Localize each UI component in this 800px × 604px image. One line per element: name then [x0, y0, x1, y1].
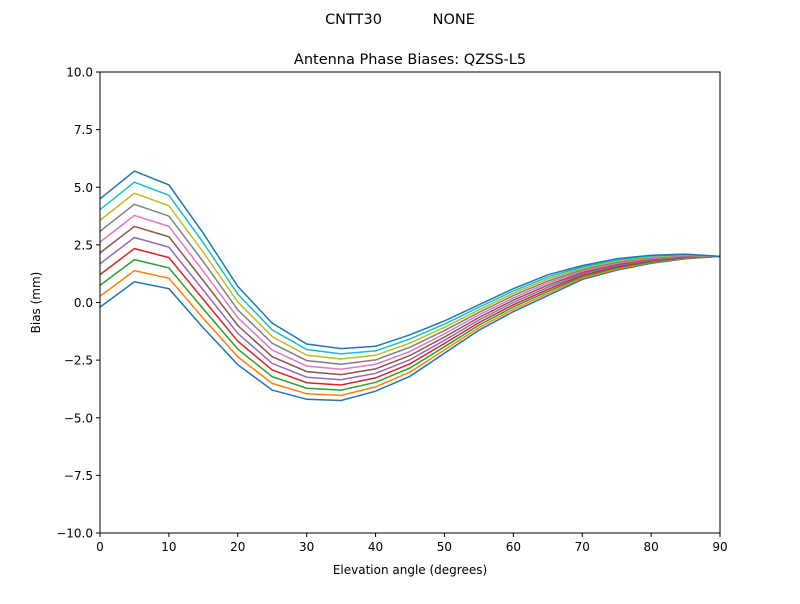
y-tick-label: −7.5 — [64, 469, 93, 483]
y-tick-label: 10.0 — [66, 66, 93, 80]
x-tick-label: 90 — [712, 540, 727, 554]
y-tick-label: −2.5 — [64, 354, 93, 368]
series-line-6 — [99, 214, 721, 371]
series-line-0 — [99, 255, 721, 402]
series-line-2 — [99, 255, 721, 391]
y-tick-label: 0.0 — [74, 296, 93, 310]
x-tick-label: 10 — [161, 540, 176, 554]
y-axis-label: Bias (mm) — [29, 272, 43, 334]
chart-title: Antenna Phase Biases: QZSS-L5 — [294, 52, 526, 68]
series-line-5 — [99, 225, 720, 376]
y-tick-label: −5.0 — [64, 411, 93, 425]
y-tick-label: −10.0 — [56, 527, 93, 541]
x-axis: 0 10 20 30 40 50 60 70 80 90 — [96, 533, 728, 554]
x-tick-label: 80 — [643, 540, 658, 554]
y-tick-label: 5.0 — [74, 181, 93, 195]
x-tick-label: 60 — [506, 540, 521, 554]
series-line-1 — [99, 255, 721, 397]
series-line-4 — [99, 236, 721, 381]
y-tick-label: 7.5 — [74, 123, 93, 137]
y-axis: −10.0 −7.5 −5.0 −2.5 0.0 2.5 5.0 7.5 10.0 — [56, 66, 100, 541]
x-tick-label: 70 — [575, 540, 590, 554]
y-tick-label: 2.5 — [74, 238, 93, 252]
series-line-3 — [99, 247, 721, 386]
series-line-7 — [99, 203, 721, 366]
series-line-10 — [99, 170, 721, 350]
series-lines — [99, 170, 721, 402]
x-tick-label: 20 — [230, 540, 245, 554]
series-line-9 — [99, 181, 721, 355]
x-tick-label: 30 — [299, 540, 314, 554]
x-axis-label: Elevation angle (degrees) — [333, 563, 487, 577]
series-line-8 — [99, 192, 721, 360]
x-tick-label: 50 — [437, 540, 452, 554]
x-tick-label: 0 — [96, 540, 104, 554]
suptitle: CNTT30 NONE — [325, 12, 475, 28]
x-tick-label: 40 — [368, 540, 383, 554]
plot-frame — [99, 71, 721, 534]
